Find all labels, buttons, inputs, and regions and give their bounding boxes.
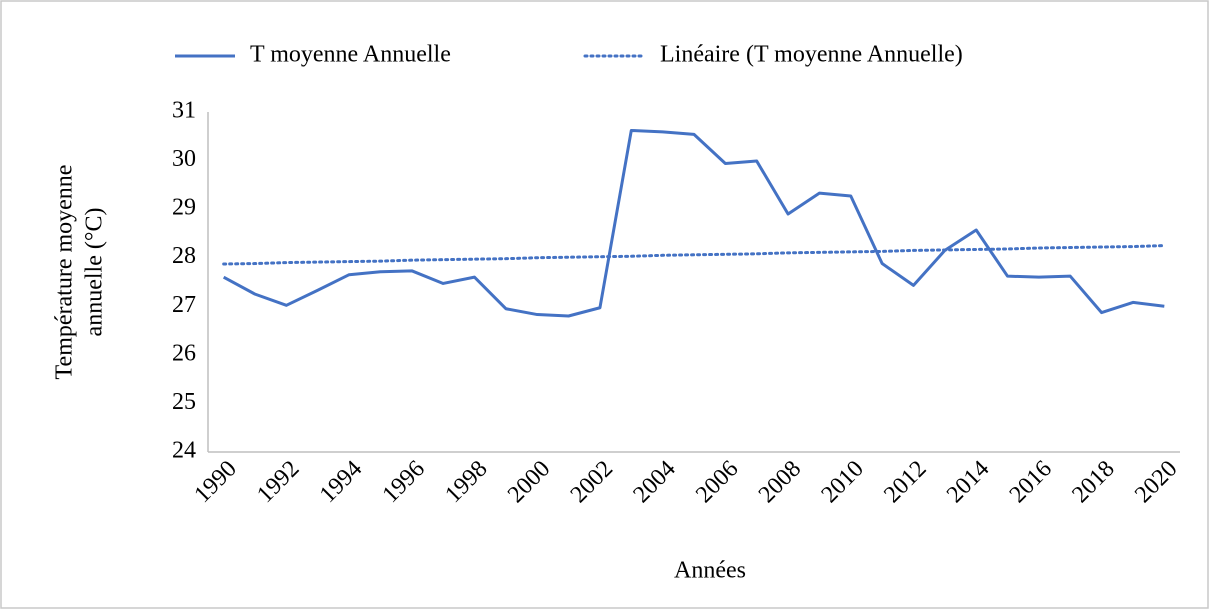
y-tick-label: 25 (172, 389, 196, 415)
y-tick-label: 26 (172, 340, 196, 366)
trend-line (222, 244, 1166, 266)
y-axis-title: Température moyenne (52, 165, 78, 380)
y-tick-label: 29 (172, 195, 196, 221)
y-axis-title: annuelle (°C) (82, 208, 108, 337)
y-tick-label: 30 (172, 146, 196, 172)
y-tick-label: 28 (172, 243, 196, 269)
data-line (222, 128, 1165, 318)
legend-label: T moyenne Annuelle (250, 42, 451, 68)
x-axis-title: Années (674, 558, 746, 584)
y-tick-label: 24 (172, 438, 196, 464)
y-tick-label: 27 (172, 292, 196, 318)
legend-label: Linéaire (T moyenne Annuelle) (660, 42, 963, 68)
y-tick-label: 31 (172, 98, 196, 124)
